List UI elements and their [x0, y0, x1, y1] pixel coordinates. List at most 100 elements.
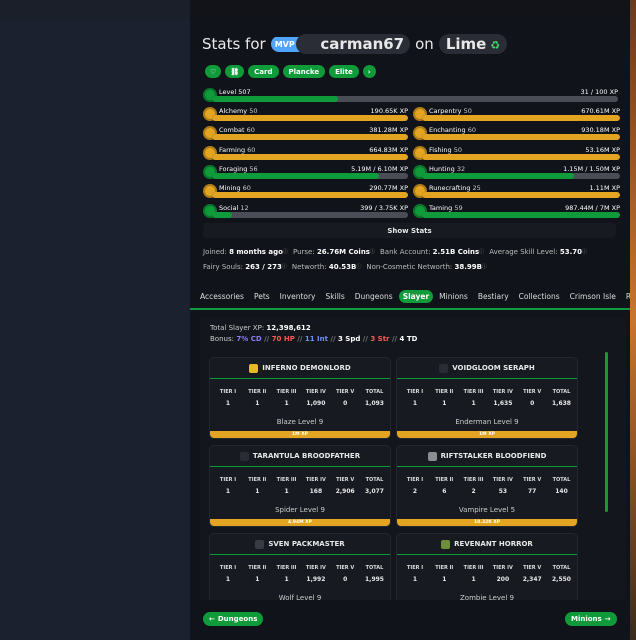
- card-header: INFERNO DEMONLORD: [210, 358, 390, 379]
- boss-icon: [427, 451, 437, 461]
- tier-kills: 1: [225, 576, 231, 583]
- info-label: Bank Account:: [380, 248, 431, 256]
- skill-bar: [422, 172, 575, 179]
- tier-header: TIER III: [463, 389, 484, 395]
- icon-button[interactable]: ⛓: [225, 65, 245, 78]
- skill-bar-bg: [212, 211, 408, 218]
- tier-header: TIER V: [523, 565, 542, 571]
- skill-xp: 381.28M XP: [369, 126, 408, 135]
- skill-bar-bg: [212, 153, 408, 160]
- skill-name: Foraging 56: [219, 165, 258, 173]
- xp-bar: 18.32K XP: [397, 519, 577, 526]
- skill-label: Mining: [219, 184, 241, 193]
- skill-bar: [212, 153, 408, 160]
- skill-bar: [212, 192, 408, 199]
- tier-kills: 140: [555, 488, 568, 495]
- tab[interactable]: Inventory: [279, 292, 316, 301]
- tab[interactable]: Skills: [325, 292, 345, 301]
- profile-icon: ♻: [490, 39, 501, 52]
- background-edge: [630, 0, 636, 640]
- boss-name: INFERNO DEMONLORD: [262, 364, 351, 372]
- button-label: Elite: [335, 67, 353, 76]
- card-header: RIFTSTALKER BLOODFIEND: [397, 446, 577, 467]
- bonus-label: Bonus:: [210, 335, 234, 343]
- tab[interactable]: Accessories: [200, 292, 244, 301]
- tab[interactable]: Dungeons: [354, 292, 393, 301]
- tier-header: TIER IV: [305, 389, 326, 395]
- slayer-card: VOIDGLOOM SERAPH TIER I 1 TIER II 1 TIER III 1…: [397, 358, 577, 438]
- boss-level: Wolf Level 9: [278, 594, 322, 600]
- total-label: Total Slayer XP:: [210, 324, 265, 332]
- info-value: 40.53B: [328, 263, 357, 271]
- skill-bar-bg: [212, 134, 408, 141]
- tab[interactable]: Rift: [625, 292, 630, 301]
- tab[interactable]: Bestiary: [477, 292, 509, 301]
- profile-button[interactable]: Plancke: [282, 65, 326, 78]
- nav-button[interactable]: ← Dungeons: [203, 612, 264, 626]
- boss-icon: [255, 539, 265, 549]
- skill-name: Hunting 32: [429, 165, 465, 173]
- skill-label: Foraging: [219, 164, 248, 173]
- icon-button[interactable]: ›: [362, 65, 376, 78]
- nav-button[interactable]: Minions →: [565, 612, 617, 626]
- skill-xp: 5.19M / 6.10M XP: [351, 164, 408, 173]
- tier-header: TIER III: [276, 389, 297, 395]
- tab[interactable]: Pets: [253, 292, 270, 301]
- info-line: Joined: 8 months agoⓘ Purse: 26.76M Coins…: [203, 248, 587, 256]
- tab-underline: [190, 308, 630, 310]
- button-label: Plancke: [288, 67, 320, 76]
- bonus-separator: //: [391, 335, 398, 343]
- skill-name: Farming 60: [219, 146, 255, 154]
- profile-button[interactable]: Card: [248, 65, 279, 78]
- tier-kills: 1: [471, 400, 476, 407]
- show-stats-button[interactable]: Show Stats: [203, 223, 616, 238]
- boss-level: Spider Level 9: [275, 506, 325, 514]
- slayer-card: RIFTSTALKER BLOODFIEND TIER I 2 TIER II 6 TIE…: [397, 446, 577, 526]
- skill-bar-bg: [212, 192, 408, 199]
- tier-header: TIER V: [336, 565, 355, 571]
- skill-xp: 190.65K XP: [370, 107, 408, 115]
- boss-level: Vampire Level 5: [458, 506, 516, 514]
- tab[interactable]: Crimson Isle: [569, 292, 616, 301]
- tier-header: TOTAL: [365, 477, 384, 483]
- tier-header: TIER V: [523, 389, 542, 395]
- nav-label: Minions: [571, 615, 602, 623]
- tab[interactable]: Minions: [439, 292, 468, 301]
- tier-kills: 200: [496, 576, 510, 583]
- profile-pill: Lime ♻: [438, 34, 508, 54]
- skill-bar-bg: [422, 134, 620, 141]
- button-row: ♡ ⛓ Card Plancke Elite ›: [205, 65, 376, 78]
- header-connector: on: [415, 35, 434, 53]
- tier-kills: 1,995: [365, 576, 384, 583]
- tab[interactable]: Slayer: [398, 290, 434, 303]
- skill-xp: 670.61M XP: [581, 107, 620, 115]
- tier-header: TIER V: [523, 477, 542, 483]
- level-bar: [212, 96, 338, 102]
- skill-name: Enchanting 60: [429, 126, 476, 134]
- info-item: Networth: 40.53Bⓘ: [292, 263, 361, 271]
- tier-kills: 1: [225, 400, 231, 407]
- bonus-item: 11 Int: [304, 335, 328, 343]
- tier-kills: 1: [255, 400, 260, 407]
- skill-label: Social: [219, 203, 239, 212]
- skill-level: 59: [454, 203, 463, 212]
- bonus-item: 7% CD: [236, 335, 262, 343]
- profile-button[interactable]: Elite: [329, 65, 359, 78]
- icon-button[interactable]: ♡: [205, 65, 222, 78]
- tab[interactable]: Collections: [518, 292, 560, 301]
- boss-icon: [249, 363, 259, 373]
- username: carman67: [320, 35, 405, 53]
- tier-header: TIER II: [435, 477, 454, 483]
- bonus-separator: //: [362, 335, 368, 343]
- tier-kills: 0: [530, 400, 535, 407]
- side-panel: [0, 20, 190, 640]
- skill-level: 50: [249, 107, 258, 115]
- skill-bar-bg: [422, 192, 620, 199]
- skill-label: Enchanting: [429, 126, 466, 135]
- tier-kills: 53: [498, 488, 508, 495]
- skill-xp: 1.15M / 1.50M XP: [563, 164, 620, 173]
- tier-kills: 1: [284, 488, 289, 495]
- boss-name: SVEN PACKMASTER: [268, 540, 345, 548]
- tier-header: TIER II: [435, 565, 454, 571]
- bonus-item: 4 TD: [399, 335, 418, 343]
